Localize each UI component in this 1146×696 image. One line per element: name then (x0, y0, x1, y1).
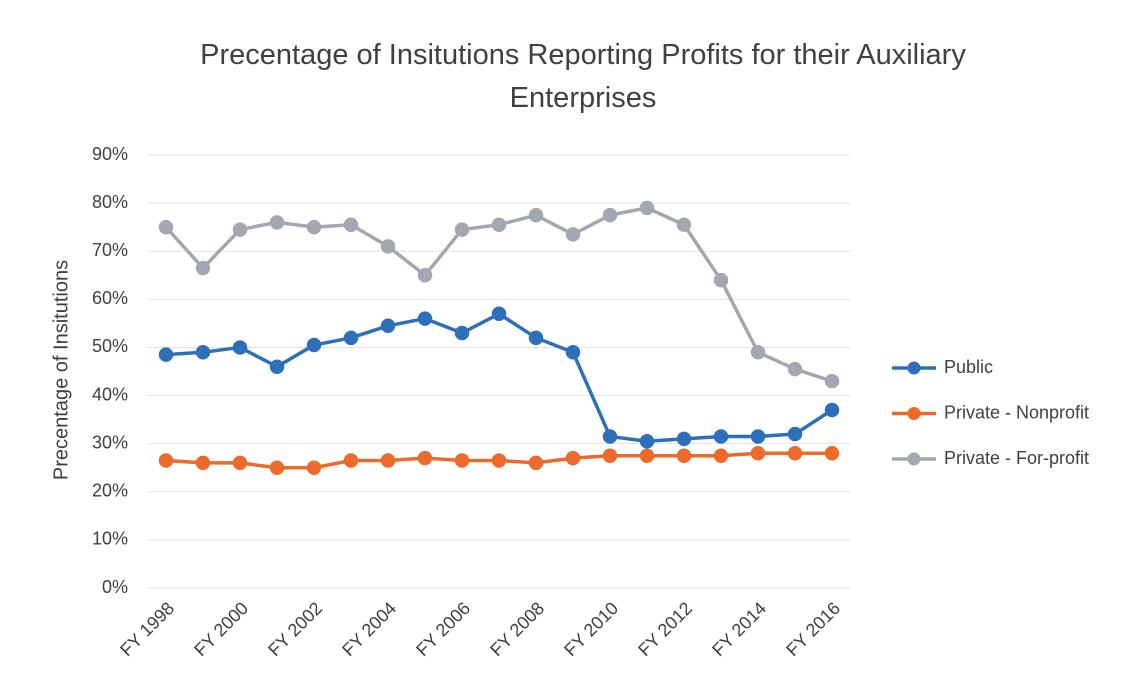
x-tick-label: FY 2016 (782, 598, 844, 660)
data-point (639, 434, 655, 449)
data-point (232, 222, 248, 237)
data-point (528, 207, 544, 223)
y-axis-label: Precentage of Insitutions (50, 260, 72, 480)
data-point (491, 453, 507, 468)
data-point (565, 227, 581, 242)
data-point (158, 453, 174, 468)
legend-marker (907, 361, 921, 375)
y-tick-label: 50% (92, 336, 128, 356)
data-point (269, 215, 285, 230)
y-tick-label: 0% (102, 577, 128, 597)
y-tick-label: 40% (92, 384, 128, 404)
data-point (195, 345, 211, 360)
data-point (306, 219, 322, 235)
data-point (380, 318, 396, 334)
data-point (232, 455, 248, 471)
x-tick-label: FY 2002 (264, 598, 326, 660)
data-point (195, 455, 211, 471)
data-point (269, 359, 285, 374)
x-tick-label: FY 2010 (560, 598, 622, 660)
legend-label: Private - Nonprofit (944, 402, 1089, 422)
data-point (639, 448, 655, 463)
y-tick-label: 60% (92, 288, 128, 308)
data-point (306, 337, 322, 353)
data-point (676, 217, 692, 233)
legend-marker (907, 452, 921, 466)
data-point (713, 272, 729, 288)
data-point (417, 268, 433, 283)
data-point (454, 222, 470, 237)
x-tick-label: FY 1998 (116, 598, 178, 660)
data-point (787, 446, 803, 461)
x-tick-label: FY 2004 (338, 598, 400, 660)
y-tick-label: 30% (92, 432, 128, 452)
y-tick-label: 10% (92, 529, 128, 549)
data-point (565, 345, 581, 360)
data-point (343, 217, 359, 233)
data-point (713, 429, 729, 444)
data-point (750, 429, 766, 444)
data-point (676, 431, 692, 447)
data-point (195, 260, 211, 276)
y-tick-label: 80% (92, 192, 128, 212)
x-tick-label: FY 2006 (412, 598, 474, 660)
data-point (676, 448, 692, 463)
y-tick-label: 70% (92, 240, 128, 260)
x-tick-label: FY 2014 (708, 598, 770, 660)
data-point (824, 402, 840, 418)
data-point (824, 446, 840, 461)
x-tick-label: FY 2012 (634, 598, 696, 660)
y-tick-label: 20% (92, 481, 128, 501)
series-line (164, 206, 833, 383)
data-point (639, 200, 655, 216)
x-tick-label: FY 2000 (190, 598, 252, 660)
data-point (528, 455, 544, 471)
data-point (417, 450, 433, 466)
data-point (417, 311, 433, 326)
data-point (565, 450, 581, 466)
data-point (306, 460, 322, 475)
data-point (380, 239, 396, 254)
data-point (158, 347, 174, 362)
data-point (750, 446, 766, 461)
data-point (491, 217, 507, 233)
data-point (232, 340, 248, 355)
data-point (528, 330, 544, 346)
data-point (750, 345, 766, 360)
legend-marker (907, 407, 921, 420)
data-point (787, 361, 803, 377)
x-tick-label: FY 2008 (486, 598, 548, 660)
series-line (165, 312, 833, 444)
data-point (454, 453, 470, 468)
data-point (602, 429, 618, 444)
chart-title: Precentage of Insitutions Reporting Prof… (200, 39, 966, 114)
data-point (602, 207, 618, 223)
data-point (824, 373, 840, 389)
data-point (343, 453, 359, 468)
legend-label: Public (944, 357, 993, 377)
y-tick-label: 90% (92, 144, 128, 164)
data-point (343, 330, 359, 346)
data-point (158, 219, 174, 235)
data-point (713, 448, 729, 463)
legend-label: Private - For-profit (944, 448, 1089, 468)
data-point (454, 325, 470, 341)
data-point (380, 453, 396, 468)
data-point (491, 306, 507, 322)
data-point (269, 460, 285, 475)
data-point (787, 426, 803, 442)
data-point (602, 448, 618, 463)
